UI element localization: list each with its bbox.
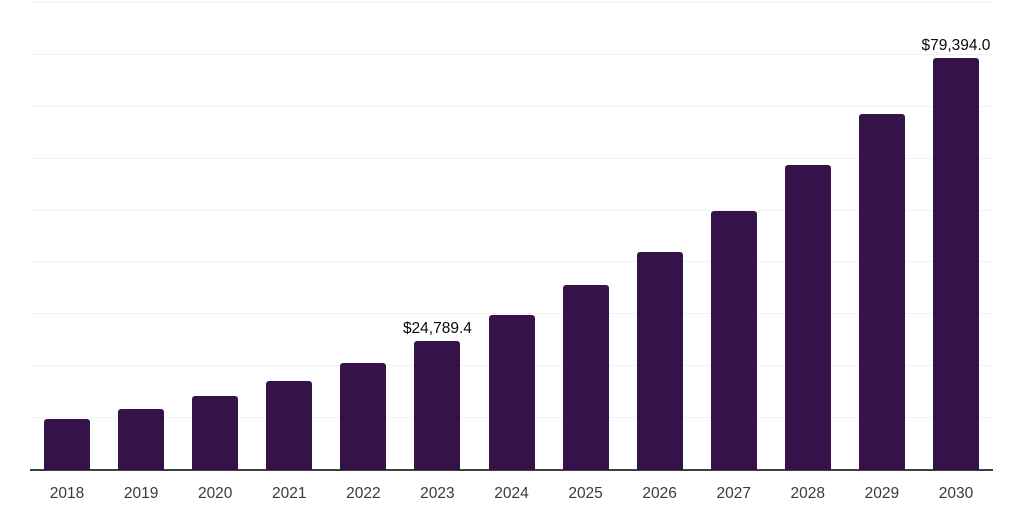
gridline [30,261,993,263]
bar-2020 [192,396,239,470]
x-axis-line [30,469,993,471]
bar-2019 [118,408,165,470]
x-tick-label: 2028 [790,485,826,502]
bar-2025 [562,284,609,470]
x-tick-label: 2021 [272,485,307,502]
x-tick-label: 2030 [938,485,974,502]
bar-value-label: $24,789.4 [402,319,472,337]
x-tick-label: 2022 [346,485,381,502]
x-tick-label: 2020 [197,485,233,502]
gridline [30,157,993,159]
bar-2027 [710,211,757,470]
x-tick-label: 2027 [716,485,751,502]
bar-2023: $24,789.4 [403,321,472,470]
gridline [30,209,993,211]
bar-2029 [858,114,905,470]
bar-2028 [784,164,831,470]
bar-2026 [636,252,683,470]
x-axis-tick-labels: 2018 2019 2020 2021 2022 2023 2024 2025 2026 2027… [30,484,993,504]
gridline [30,53,993,55]
x-tick-label: 2023 [420,485,455,502]
bar-2022 [340,362,387,470]
x-tick-label: 2019 [123,485,159,502]
gridline [30,313,993,315]
bar-2024 [488,314,535,470]
gridline [30,2,993,3]
gridline [30,105,993,107]
bar-2030: $79,394.0 [921,38,990,470]
bar-2018 [44,418,91,470]
plot-area: $24,789.4 $79,394.0 [30,2,993,471]
x-tick-label: 2029 [864,485,900,502]
x-tick-label: 2018 [49,485,85,502]
x-tick-label: 2026 [642,485,677,502]
x-tick-label: 2024 [494,485,529,502]
x-tick-label: 2025 [568,485,603,502]
bar-2021 [266,380,313,470]
bar-value-label: $79,394.0 [921,36,991,54]
